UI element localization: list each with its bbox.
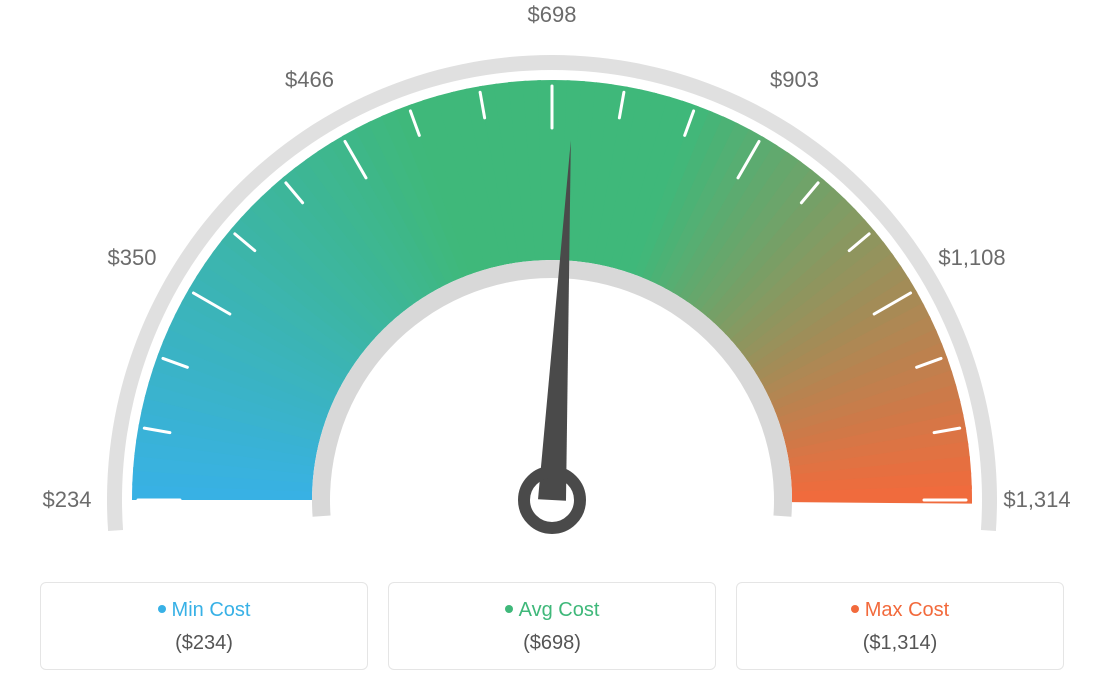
legend-row: Min Cost ($234) Avg Cost ($698) Max Cost… xyxy=(40,582,1064,670)
legend-card-min: Min Cost ($234) xyxy=(40,582,368,670)
gauge-tick-label: $698 xyxy=(528,2,577,28)
gauge-chart: $234 $350 $466 $698 $903 $1,108 $1,314 xyxy=(0,0,1104,560)
gauge-tick-label: $903 xyxy=(770,67,819,93)
legend-label-min: Min Cost xyxy=(51,599,357,622)
legend-label-avg: Avg Cost xyxy=(399,599,705,622)
legend-value-min: ($234) xyxy=(51,632,357,655)
gauge-tick-label: $350 xyxy=(107,245,156,271)
dot-icon xyxy=(505,605,513,613)
legend-value-max: ($1,314) xyxy=(747,632,1053,655)
gauge-tick-label: $466 xyxy=(285,67,334,93)
legend-label-min-text: Min Cost xyxy=(172,599,251,621)
legend-value-avg: ($698) xyxy=(399,632,705,655)
gauge-tick-label: $234 xyxy=(43,487,92,513)
legend-label-max: Max Cost xyxy=(747,599,1053,622)
legend-label-max-text: Max Cost xyxy=(865,599,949,621)
legend-card-avg: Avg Cost ($698) xyxy=(388,582,716,670)
cost-gauge-container: $234 $350 $466 $698 $903 $1,108 $1,314 Min Cos… xyxy=(0,0,1104,690)
legend-label-avg-text: Avg Cost xyxy=(519,599,600,621)
gauge-tick-label: $1,314 xyxy=(1003,487,1070,513)
dot-icon xyxy=(851,605,859,613)
legend-card-max: Max Cost ($1,314) xyxy=(736,582,1064,670)
dot-icon xyxy=(158,605,166,613)
gauge-tick-label: $1,108 xyxy=(938,245,1005,271)
